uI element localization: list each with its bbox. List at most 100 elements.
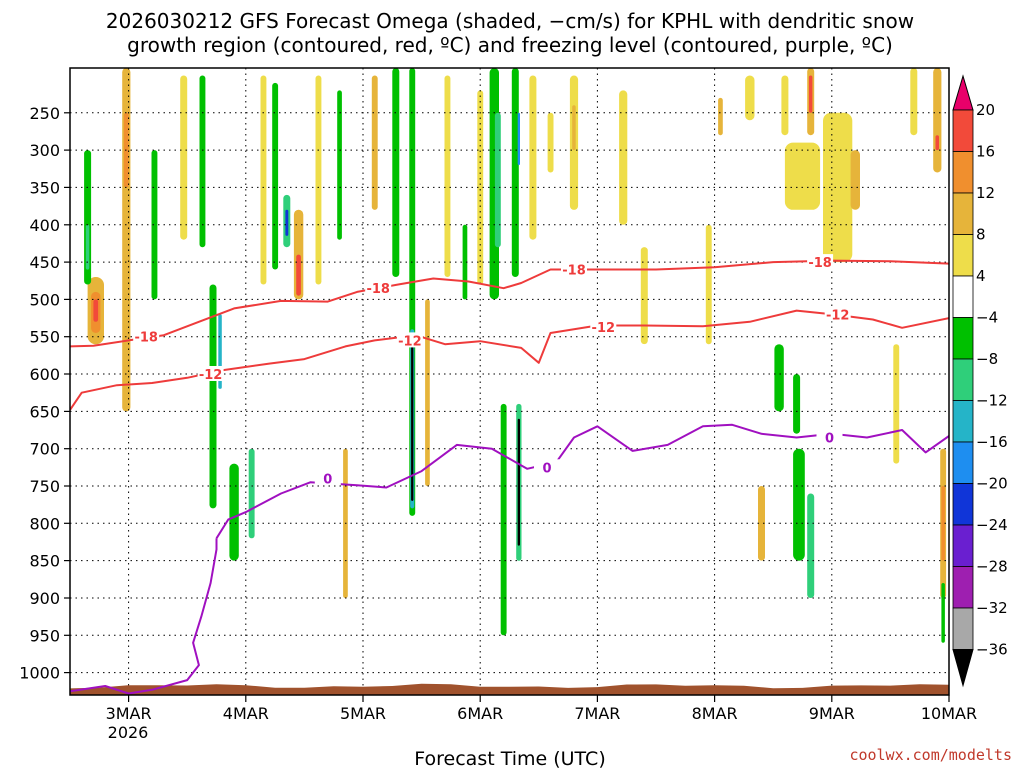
colorbar-label-2: 12 [976,184,995,202]
contour-label-bg-1-3 [824,306,851,322]
contour-label-0-3: -18 [808,256,832,271]
colorbar: 20 16 12 8 4 −4 −8 −12 −16 −20 −24 −28 −32 −36 [952,74,1008,688]
contour-label-bg-1-1 [396,332,423,348]
omega-region-48 [808,75,813,113]
colorbar-label-12: −32 [976,599,1008,617]
colorbar-segment-9 [952,441,974,484]
contour-label-bg-0-1 [365,280,392,296]
ground-surface [70,683,949,695]
omega-region-13 [248,448,255,539]
omega-region-42 [572,105,576,151]
colorbar-label-9: −20 [976,475,1008,493]
omega-region-35 [517,112,520,166]
omega-region-4 [93,299,99,322]
omega-region-34 [511,68,519,277]
y-tick-label-550: 550 [29,328,60,347]
colorbar-segment-11 [952,524,974,567]
omega-region-15 [272,82,279,270]
contour-label-1-1: -12 [398,334,422,349]
y-tick-label-950: 950 [29,626,60,645]
omega-region-36 [500,403,507,636]
colorbar-segment-5 [952,275,974,318]
omega-region-21 [337,90,342,240]
contour-label-bg-0-0 [133,328,160,344]
x-axis-year-label: 2026 [108,723,149,742]
omega-region-14 [260,75,267,285]
x-tick-label-5MAR: 5MAR [340,704,386,723]
omega-region-39 [529,75,537,240]
omega-region-65 [941,583,945,643]
contour-label-bg-0-3 [807,254,834,270]
grid-lines [70,68,949,695]
omega-region-59 [640,247,648,345]
contour-label-2-0: 0 [323,473,332,488]
omega-region-38 [517,418,520,546]
x-tick-label-10MAR: 10MAR [921,704,977,723]
ground-layer [70,683,949,695]
y-tick-label-300: 300 [29,141,60,160]
contour-label-0-0: -18 [134,331,158,346]
colorbar-top-arrow [952,74,974,111]
omega-region-29 [444,75,451,277]
colorbar-label-5: −4 [976,309,998,327]
contour-label-bg-2-0 [314,470,341,486]
chart-title-line-1: 2026030212 GFS Forecast Omega (shaded, −… [106,9,914,33]
omega-region-6 [85,224,90,270]
omega-region-49 [784,142,821,210]
colorbar-segment-2 [952,151,974,194]
y-tick-label-900: 900 [29,589,60,608]
chart-title-line-2: growth region (contoured, red, ºC) and f… [127,33,893,57]
contour-label-bg-2-1 [534,459,560,475]
omega-region-46 [781,75,789,136]
x-axis-ticks: 3MAR 4MAR 5MAR 6MAR 7MAR 8MAR 9MAR 10MAR [106,695,977,723]
omega-region-54 [935,135,939,151]
colorbar-label-13: −36 [976,641,1008,659]
omega-region-9 [199,75,206,248]
omega-region-8 [180,75,188,240]
colorbar-label-11: −28 [976,558,1008,576]
omega-region-33 [494,112,501,248]
y-tick-label-500: 500 [29,290,60,309]
x-axis-title: Forecast Time (UTC) [414,748,605,768]
y-tick-label-350: 350 [29,178,60,197]
colorbar-segment-3 [952,192,974,235]
x-tick-label-9MAR: 9MAR [809,704,855,723]
omega-region-31 [477,90,484,285]
contour-line-3 [70,538,218,695]
y-tick-label-750: 750 [29,477,60,496]
omega-region-19 [285,209,289,236]
omega-region-44 [718,97,723,136]
omega-region-52 [910,68,918,136]
omega-region-10 [209,284,217,509]
colorbar-segment-8 [952,400,974,443]
omega-region-57 [807,493,815,598]
colorbar-label-7: −12 [976,392,1008,410]
contour-label-bg-2-2 [816,429,843,445]
y-tick-label-700: 700 [29,440,60,459]
x-tick-label-7MAR: 7MAR [574,704,620,723]
omega-region-7 [151,150,158,300]
contour-label-1-3: -12 [826,308,850,323]
contour-label-0-1: -18 [366,282,390,297]
omega-region-12 [229,463,239,561]
colorbar-segment-12 [952,566,974,609]
y-tick-label-850: 850 [29,552,60,571]
colorbar-label-0: 20 [976,101,995,119]
colorbar-label-1: 16 [976,143,995,161]
omega-region-20 [315,75,322,285]
colorbar-label-6: −8 [976,350,998,368]
contour-layer: -18 -18 -18 -18 -12 -12 -12 -12 0 0 0 [70,254,949,695]
colorbar-segment-7 [952,358,974,401]
omega-region-64 [941,486,945,561]
colorbar-label-4: 4 [976,267,986,285]
plot-frame [69,67,950,696]
omega-region-62 [893,344,900,464]
credit-text: coolwx.com/modelts [849,746,1012,764]
x-tick-label-4MAR: 4MAR [223,704,269,723]
colorbar-segment-10 [952,483,974,526]
contour-label-2-2: 0 [825,432,834,447]
y-tick-label-1000: 1000 [19,664,60,683]
colorbar-label-10: −24 [976,516,1008,534]
contour-label-1-0: -12 [199,368,223,383]
